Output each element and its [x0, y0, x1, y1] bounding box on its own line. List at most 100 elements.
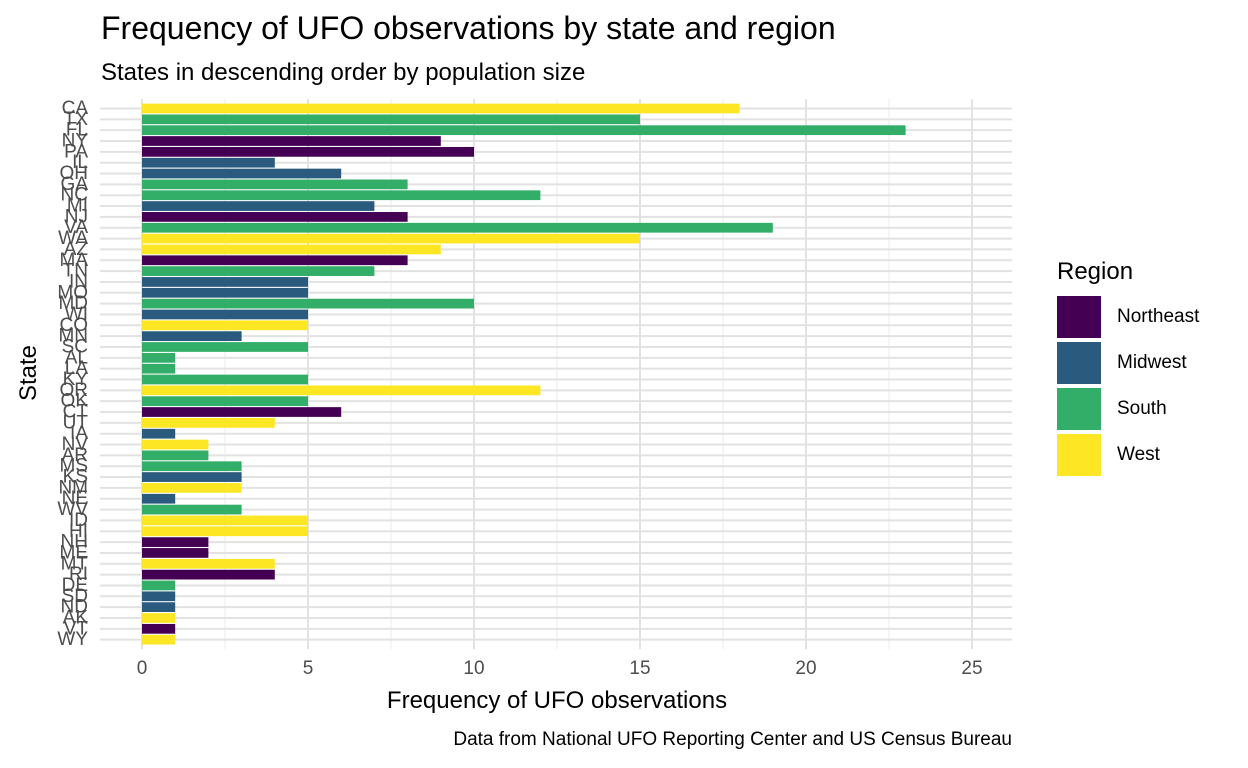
legend-key-south: [1057, 388, 1101, 430]
bar-hi: [142, 526, 308, 537]
bar-nh: [142, 537, 209, 547]
x-tick-label: 0: [137, 658, 148, 679]
y-tick-label-nm: NM: [58, 477, 88, 498]
x-tick-label: 5: [303, 658, 314, 679]
bar-md: [142, 298, 474, 309]
bar-nj: [142, 212, 408, 222]
y-tick-label-in: IN: [69, 271, 88, 292]
y-tick-label-id: ID: [69, 510, 88, 531]
y-tick-label-al: AL: [65, 347, 88, 368]
bar-me: [142, 548, 209, 558]
bar-mi: [142, 201, 375, 211]
y-tick-label-mn: MN: [58, 326, 88, 347]
bar-sc: [142, 342, 308, 352]
legend-label-south: South: [1117, 398, 1167, 419]
chart-title: Frequency of UFO observations by state a…: [101, 10, 836, 46]
bar-nm: [142, 483, 242, 493]
bar-ct: [142, 407, 342, 417]
chart-subtitle: States in descending order by population…: [101, 59, 586, 86]
x-tick-labels: 0 5 10 15 20 25: [137, 658, 983, 679]
y-tick-label-ak: AK: [63, 607, 89, 628]
bar-vt: [142, 623, 176, 634]
y-tick-labels: CATXFLNYPAILOHGANCMINJVAWAAZMATNINMOMDWI…: [57, 98, 88, 650]
y-tick-label-mi: MI: [67, 196, 88, 217]
y-tick-label-de: DE: [62, 575, 88, 596]
legend-item-northeast: Northeast: [1057, 294, 1199, 340]
y-tick-label-vt: VT: [64, 618, 89, 639]
y-tick-label-wy: WY: [57, 629, 88, 650]
y-tick-label-ok: OK: [61, 391, 89, 412]
bar-in: [142, 277, 308, 287]
y-tick-label-wa: WA: [58, 228, 88, 249]
y-tick-label-ky: KY: [63, 369, 89, 390]
y-tick-label-hi: HI: [69, 521, 88, 542]
bar-pa: [142, 146, 474, 157]
y-tick-label-nj: NJ: [65, 206, 88, 227]
y-axis-label: State: [15, 345, 42, 401]
y-tick-label-nd: ND: [61, 597, 88, 618]
legend-key-northeast: [1057, 296, 1101, 338]
bar-oh: [142, 168, 342, 179]
bar-ks: [142, 472, 242, 482]
bar-ut: [142, 417, 275, 428]
bars: [142, 103, 906, 645]
y-tick-label-ct: CT: [63, 402, 89, 423]
y-tick-label-tx: TX: [64, 109, 89, 130]
x-axis-label: Frequency of UFO observations: [387, 687, 727, 714]
bar-nv: [142, 439, 209, 450]
bar-wy: [142, 634, 176, 645]
y-tick-label-oh: OH: [60, 163, 89, 184]
y-tick-label-la: LA: [65, 358, 89, 379]
bar-mo: [142, 287, 308, 298]
y-tick-label-ca: CA: [62, 98, 89, 119]
legend-label-northeast: Northeast: [1117, 306, 1200, 327]
x-tick-label: 25: [961, 658, 982, 679]
y-tick-label-ne: NE: [62, 488, 88, 509]
x-tick-label: 20: [795, 658, 816, 679]
bar-ma: [142, 255, 408, 266]
x-tick-label: 10: [463, 658, 484, 679]
y-tick-label-co: CO: [60, 315, 89, 336]
bar-sd: [142, 591, 176, 602]
bar-ca: [142, 103, 740, 114]
bar-ar: [142, 450, 209, 461]
legend-key-west: [1057, 434, 1101, 476]
y-tick-label-fl: FL: [66, 120, 88, 141]
y-tick-label-wi: WI: [65, 304, 88, 325]
y-tick-label-ia: IA: [70, 423, 88, 444]
bar-mt: [142, 558, 275, 569]
bar-nc: [142, 190, 541, 201]
bar-il: [142, 157, 275, 168]
y-tick-label-va: VA: [64, 217, 88, 238]
bar-al: [142, 352, 176, 363]
bar-ok: [142, 396, 308, 407]
y-tick-label-ar: AR: [62, 445, 88, 466]
bar-id: [142, 515, 308, 526]
bar-ak: [142, 613, 176, 623]
legend-label-west: West: [1117, 444, 1160, 465]
y-tick-label-ks: KS: [63, 467, 88, 488]
legend-key-midwest: [1057, 342, 1101, 384]
y-tick-label-il: IL: [72, 152, 88, 173]
y-tick-label-ga: GA: [61, 174, 89, 195]
bar-tn: [142, 266, 375, 276]
legend: Region Northeast Midwest South West: [1057, 258, 1199, 478]
legend-item-south: South: [1057, 386, 1199, 432]
bar-va: [142, 222, 773, 233]
y-tick-label-mt: MT: [61, 553, 89, 574]
bar-nd: [142, 602, 176, 613]
y-tick-label-or: OR: [60, 380, 89, 401]
bar-or: [142, 385, 541, 396]
bar-co: [142, 320, 308, 331]
legend-title: Region: [1057, 258, 1134, 285]
y-tick-label-mo: MO: [57, 282, 88, 303]
bar-ny: [142, 136, 441, 146]
y-tick-label-sc: SC: [62, 336, 88, 357]
legend-label-midwest: Midwest: [1117, 352, 1187, 373]
bar-fl: [142, 125, 906, 136]
y-tick-label-ma: MA: [60, 250, 89, 271]
y-tick-label-md: MD: [58, 293, 88, 314]
bar-mn: [142, 331, 242, 342]
bar-tx: [142, 114, 640, 125]
bar-ms: [142, 461, 242, 472]
